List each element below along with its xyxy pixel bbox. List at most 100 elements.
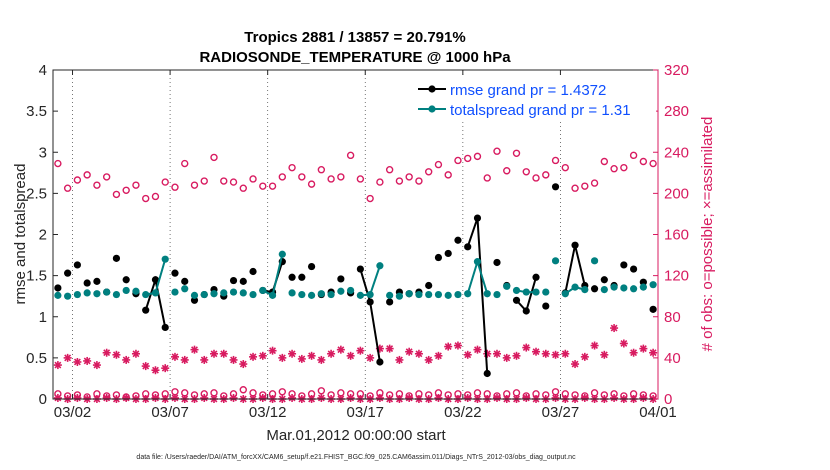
possible-marker <box>415 177 423 185</box>
rmse-point <box>376 358 384 366</box>
totalspread-point <box>551 257 560 265</box>
series-lines <box>54 183 657 378</box>
totalspread-point <box>151 289 160 297</box>
rmse-point <box>620 261 628 269</box>
rmse-point <box>512 296 521 304</box>
totalspread-point <box>522 288 530 296</box>
totalspread-point <box>54 291 62 299</box>
totalspread-point <box>93 290 101 298</box>
x-tick-label: 03/02 <box>54 404 92 421</box>
assimilated-marker <box>92 361 101 370</box>
rmse-point <box>386 298 394 306</box>
assimilated-marker <box>151 366 160 375</box>
possible-marker <box>639 157 648 166</box>
rmse-point <box>337 275 345 283</box>
assimilated-marker <box>629 348 638 357</box>
rmse-point <box>444 249 452 258</box>
assimilated-marker <box>307 351 316 360</box>
assimilated-marker <box>161 364 170 373</box>
assimilated-marker <box>317 355 326 364</box>
assimilated-marker <box>297 354 306 363</box>
rmse-point <box>590 285 599 293</box>
rmse-point <box>64 269 72 277</box>
assimilated-marker <box>434 393 443 402</box>
possible-marker <box>142 194 150 203</box>
legend-spread-marker <box>428 105 436 113</box>
rmse-point <box>649 305 657 313</box>
possible-marker <box>171 388 179 396</box>
assimilated-marker <box>112 350 121 359</box>
assimilated-marker <box>649 348 658 357</box>
totalspread-point <box>220 289 228 297</box>
rmse-point <box>239 277 247 285</box>
assimilated-marker <box>375 393 384 402</box>
assimilated-marker <box>414 349 423 358</box>
totalspread-point <box>307 291 316 299</box>
totalspread-point <box>610 283 618 291</box>
assimilated-marker <box>444 342 453 351</box>
totalspread-point <box>532 288 540 296</box>
totalspread-point <box>327 290 335 299</box>
rmse-point <box>551 183 560 191</box>
rmse-point <box>161 323 169 332</box>
y-tick-label-right: 120 <box>664 268 689 285</box>
totalspread-point <box>483 290 491 298</box>
possible-marker <box>83 171 91 179</box>
chart-title: Tropics 2881 / 13857 = 20.791% <box>244 29 465 46</box>
possible-marker <box>220 177 228 185</box>
assimilated-marker <box>83 356 92 365</box>
possible-marker <box>288 163 296 172</box>
totalspread-point <box>229 288 238 296</box>
assimilated-marker <box>580 393 589 402</box>
possible-marker <box>610 164 618 173</box>
obs-count-markers <box>53 147 658 403</box>
rmse-point <box>298 273 306 281</box>
rmse-point <box>307 262 316 271</box>
possible-marker <box>337 173 345 181</box>
possible-marker <box>171 183 179 191</box>
assimilated-marker <box>151 393 160 402</box>
x-tick-label: 03/17 <box>346 404 384 421</box>
totalspread-point <box>493 290 501 299</box>
possible-marker <box>102 173 111 181</box>
y-tick-label-left: 1 <box>39 309 47 326</box>
possible-marker <box>161 178 169 186</box>
possible-marker <box>317 166 326 174</box>
totalspread-point <box>473 258 482 266</box>
legend-rmse-marker <box>428 85 436 93</box>
assimilated-marker <box>219 349 228 358</box>
totalspread-point <box>161 255 169 263</box>
legend-background <box>414 78 656 120</box>
totalspread-point <box>415 290 423 299</box>
possible-marker <box>317 387 326 395</box>
assimilated-marker <box>492 393 501 402</box>
assimilated-marker <box>405 347 414 356</box>
possible-marker <box>259 182 267 190</box>
totalspread-point <box>542 288 550 296</box>
rmse-point <box>464 243 472 251</box>
totalspread-point <box>132 287 140 295</box>
assimilated-marker <box>502 353 511 362</box>
x-tick-label: 03/27 <box>542 404 580 421</box>
y-tick-label-left: 3.5 <box>26 103 47 120</box>
assimilated-marker <box>229 393 238 402</box>
possible-marker <box>532 174 540 182</box>
totalspread-point <box>249 290 257 299</box>
possible-marker <box>590 389 599 397</box>
rmse-point <box>181 277 189 285</box>
possible-marker <box>561 163 569 172</box>
assimilated-marker <box>551 393 560 402</box>
rmse-line <box>144 275 167 328</box>
rmse-point <box>122 276 130 284</box>
assimilated-marker <box>278 353 287 362</box>
assimilated-marker <box>73 357 82 366</box>
rmse-point <box>356 265 364 273</box>
possible-marker <box>464 154 472 163</box>
possible-marker <box>385 166 394 174</box>
possible-marker <box>512 149 521 157</box>
y-tick-label-right: 40 <box>664 350 681 367</box>
totalspread-point <box>590 257 599 265</box>
assimilated-marker <box>385 344 394 353</box>
totalspread-point <box>181 285 189 293</box>
assimilated-marker <box>551 350 560 359</box>
